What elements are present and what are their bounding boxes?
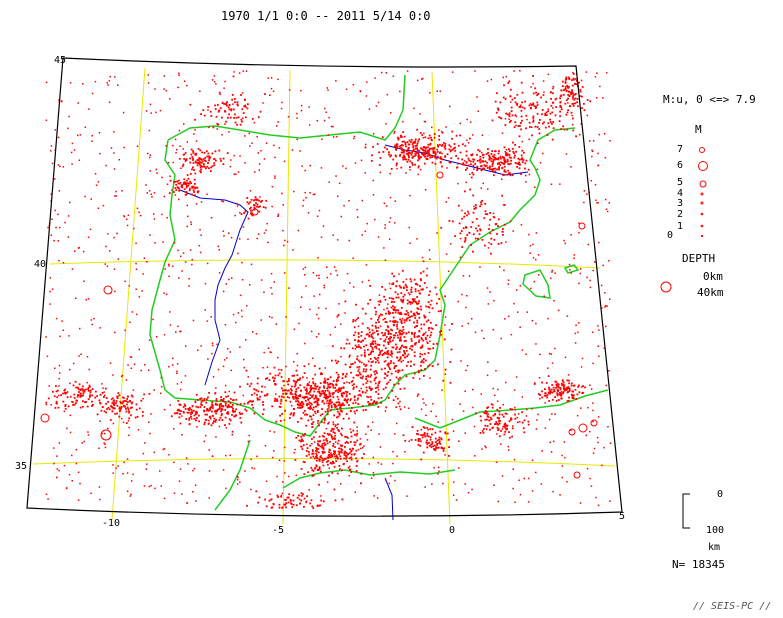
legend-mag-7: 7 bbox=[677, 144, 684, 155]
legend-mag-0: 0 bbox=[667, 230, 674, 241]
legend-mag-5: 5 bbox=[677, 177, 684, 188]
legend-mag-7-symbol bbox=[699, 147, 705, 153]
legend-depth-symbol bbox=[660, 281, 672, 293]
lat-label-40: 40 bbox=[34, 259, 47, 270]
legend-symbols bbox=[660, 147, 708, 293]
date-range-title: 1970 1/1 0:0 -- 2011 5/14 0:0 bbox=[221, 9, 431, 23]
lat-label-45: 45 bbox=[54, 55, 67, 66]
rivers bbox=[179, 144, 529, 521]
lon-label-0: 0 bbox=[449, 525, 456, 536]
legend-mag-6-symbol bbox=[698, 161, 708, 171]
legend-mag-4: 4 bbox=[677, 188, 684, 199]
meridian-minus-5 bbox=[282, 69, 291, 525]
legend-mag-5-symbol bbox=[699, 180, 707, 188]
depth-0km: 0km bbox=[703, 270, 723, 283]
meridian-minus-10 bbox=[111, 67, 146, 521]
legend-mag-3-symbol bbox=[700, 201, 704, 205]
lon-label-minus-5: -5 bbox=[272, 525, 285, 536]
lat-lon-grid bbox=[32, 67, 616, 525]
event-count: N= 18345 bbox=[672, 558, 725, 571]
legend-mag-0-symbol bbox=[700, 234, 704, 238]
coastline bbox=[149, 74, 609, 511]
legend-mag-2-symbol bbox=[700, 212, 704, 216]
seis-pc-watermark: // SEIS-PC // bbox=[693, 601, 772, 612]
map-frame bbox=[26, 57, 623, 517]
large-earthquake-circles bbox=[40, 171, 598, 479]
legend-mag-3: 3 bbox=[677, 198, 684, 209]
meridian-0 bbox=[431, 71, 451, 525]
depth-scale-bar bbox=[682, 493, 690, 529]
lat-label-35: 35 bbox=[15, 461, 28, 472]
lon-label-minus-10: -10 bbox=[102, 518, 121, 529]
parallel-40 bbox=[49, 259, 601, 269]
scale-unit-label: km bbox=[708, 542, 721, 553]
depth-40km: 40km bbox=[697, 286, 724, 299]
legend-mag-1: 1 bbox=[677, 221, 684, 232]
legend-mag-1-symbol bbox=[700, 224, 704, 228]
magnitude-title: M bbox=[695, 123, 702, 136]
magnitude-range-label: M:u, 0 <=> 7.9 bbox=[663, 93, 756, 106]
earthquake-points bbox=[45, 70, 612, 509]
scale-bottom-label: 100 bbox=[706, 525, 725, 536]
legend-mag-4-symbol bbox=[700, 192, 704, 196]
legend-mag-2: 2 bbox=[677, 209, 684, 220]
scale-top-label: 0 bbox=[717, 489, 724, 500]
depth-title: DEPTH bbox=[682, 252, 716, 265]
lon-label-5: 5 bbox=[619, 511, 626, 522]
legend-mag-6: 6 bbox=[677, 160, 684, 171]
